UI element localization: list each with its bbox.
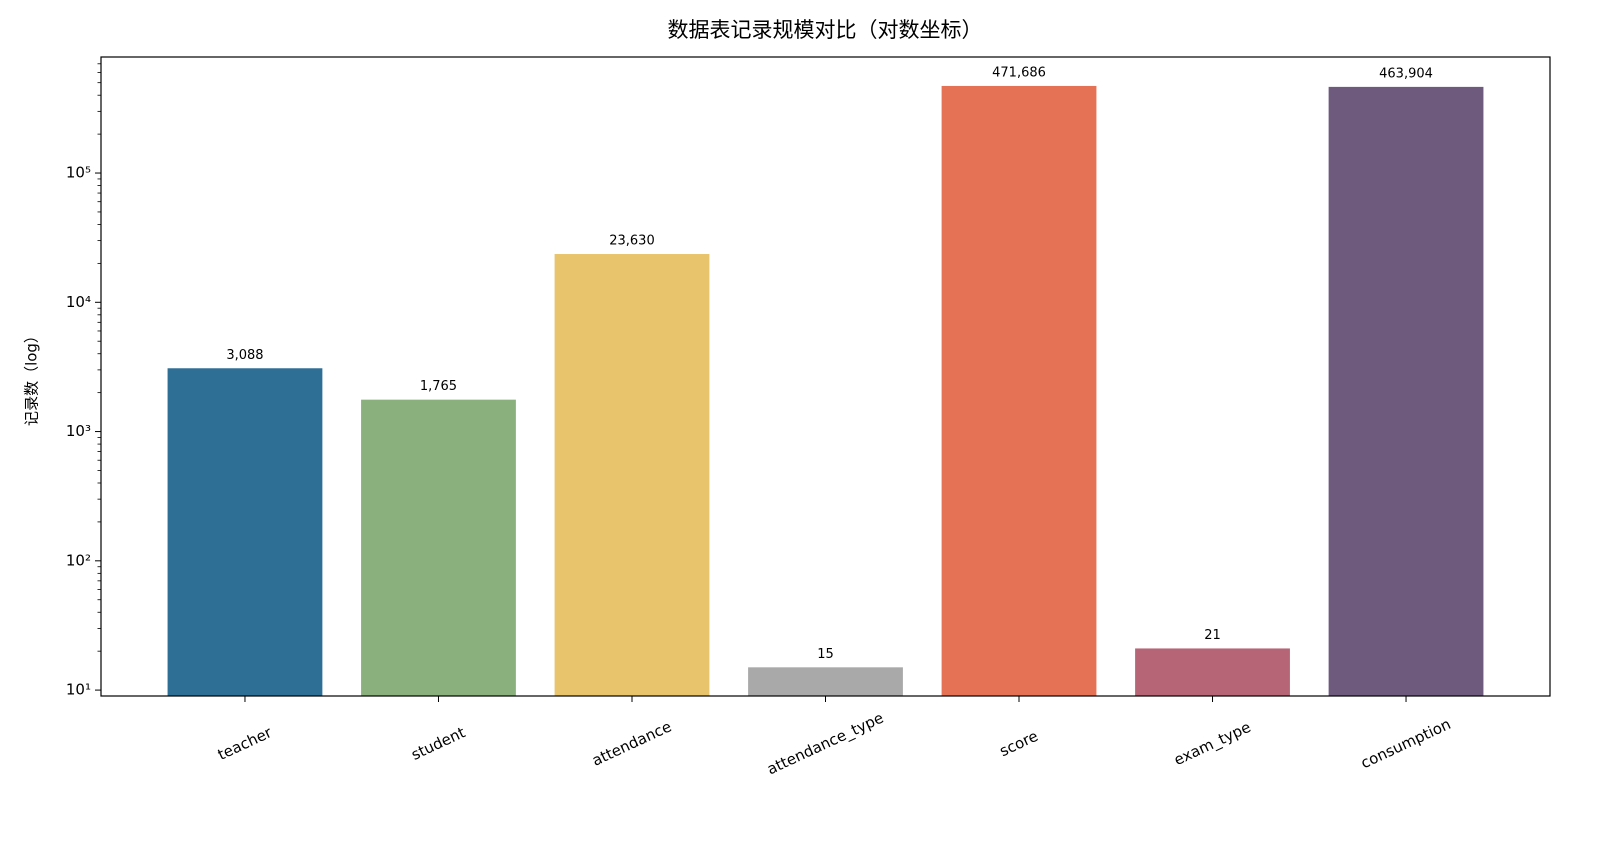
- y-tick-label: 10³: [66, 422, 91, 440]
- bar: [941, 85, 1097, 696]
- y-tick-label: 10¹: [66, 681, 91, 699]
- bar: [167, 368, 323, 696]
- bar: [1135, 648, 1290, 696]
- bar: [361, 399, 516, 696]
- plot-frame: [100, 56, 1551, 697]
- value-label: 1,765: [420, 379, 457, 394]
- x-tick-label: teacher: [215, 723, 275, 764]
- bar: [748, 667, 903, 696]
- x-tick-label: exam_type: [1171, 718, 1254, 770]
- value-label: 3,088: [226, 348, 263, 363]
- y-tick-label: 10⁴: [66, 293, 91, 311]
- value-label: 23,630: [609, 234, 655, 249]
- y-axis-label: 记录数（log）: [23, 328, 41, 426]
- chart-title: 数据表记录规模对比（对数坐标）: [668, 18, 983, 42]
- bar: [554, 254, 710, 697]
- x-tick-label: attendance_type: [764, 709, 887, 780]
- y-tick-label: 10²: [66, 551, 91, 569]
- value-label: 15: [817, 647, 834, 662]
- bar: [1328, 86, 1484, 697]
- x-tick-label: score: [997, 727, 1041, 760]
- y-tick-label: 10⁵: [66, 164, 91, 182]
- value-label: 471,686: [992, 65, 1046, 80]
- value-label: 463,904: [1379, 66, 1433, 81]
- x-tick-label: student: [408, 723, 468, 764]
- x-tick-label: consumption: [1358, 715, 1454, 772]
- x-tick-label: attendance: [589, 717, 674, 769]
- value-label: 21: [1204, 628, 1221, 643]
